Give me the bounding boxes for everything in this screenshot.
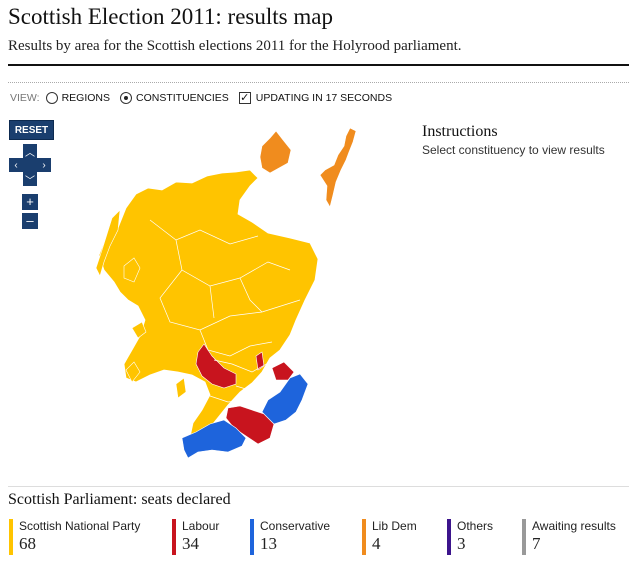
party-name: Awaiting results [532,519,616,533]
dotted-divider [8,82,629,83]
regions-radio[interactable] [45,92,58,104]
labour-area-east-lothian[interactable] [271,361,295,381]
instructions-title: Instructions [422,123,498,140]
island-arran[interactable] [175,377,187,399]
party-labour: Labour 34 [172,519,219,555]
seats-title: Scottish Parliament: seats declared [8,491,231,508]
chevron-left-icon: ‹ [14,159,18,171]
western-isles[interactable] [95,209,121,277]
pan-right-button[interactable]: › [37,158,51,172]
chevron-up-icon: ︿ [25,147,35,159]
chevron-down-icon: ﹀ [25,175,35,187]
party-seats: 68 [19,534,36,553]
labour-area-fife[interactable] [255,351,265,371]
regions-label: REGIONS [61,92,110,104]
labour-area-glasgow[interactable] [195,343,237,389]
party-seats: 13 [260,534,277,553]
party-snp: Scottish National Party 68 [9,519,140,555]
pan-up-button[interactable]: ︿ [23,144,37,159]
pan-left-button[interactable]: ‹ [9,158,23,172]
reset-button[interactable]: RESET [9,120,54,140]
title-divider [8,64,629,66]
party-awaiting: Awaiting results 7 [522,519,616,555]
island-skye[interactable] [123,257,141,283]
constituency-boundaries [149,219,301,403]
party-name: Others [457,519,494,533]
party-seats: 34 [182,534,199,553]
party-name: Conservative [260,519,331,533]
scotland-map[interactable] [0,120,637,480]
party-seats: 3 [457,534,466,553]
page-subtitle: Results by area for the Scottish electio… [8,38,462,54]
party-seats: 4 [372,534,381,553]
constituencies-radio[interactable] [120,92,132,104]
snp-region-mainland[interactable] [98,169,319,438]
view-label: VIEW: [10,92,40,104]
constituencies-label: CONSTITUENCIES [136,92,229,104]
party-conservative: Conservative 13 [250,519,330,555]
zoom-in-button[interactable]: + [22,194,38,210]
party-name: Scottish National Party [19,519,141,533]
auto-update-label: UPDATING IN 17 SECONDS [255,92,393,104]
zoom-out-button[interactable]: – [22,213,38,229]
party-name: Lib Dem [372,519,417,533]
constituency-orkney[interactable] [259,130,292,174]
constituency-shetland[interactable] [319,127,357,208]
island-islay[interactable] [125,361,141,383]
view-option-regions[interactable]: REGIONS [45,92,110,104]
view-bar: VIEW: REGIONS CONSTITUENCIES ✓ UPDATING … [10,90,402,106]
conservative-area-galloway[interactable] [181,419,247,459]
view-option-constituencies[interactable]: CONSTITUENCIES [120,92,229,104]
party-libdem: Lib Dem 4 [362,519,417,555]
party-name: Labour [182,519,220,533]
seats-divider [8,486,629,487]
pan-center [23,158,37,172]
auto-update-checkbox[interactable]: ✓ [238,92,251,104]
instructions-text: Select constituency to view results [422,143,605,157]
page-title: Scottish Election 2011: results map [8,4,333,29]
party-seats: 7 [532,534,541,553]
pan-down-button[interactable]: ﹀ [23,172,37,187]
conservative-area-borders[interactable] [261,373,309,425]
island-mull[interactable] [131,321,147,339]
chevron-right-icon: › [42,159,46,171]
auto-update-toggle[interactable]: ✓ UPDATING IN 17 SECONDS [238,92,393,104]
party-others: Others 3 [447,519,493,555]
